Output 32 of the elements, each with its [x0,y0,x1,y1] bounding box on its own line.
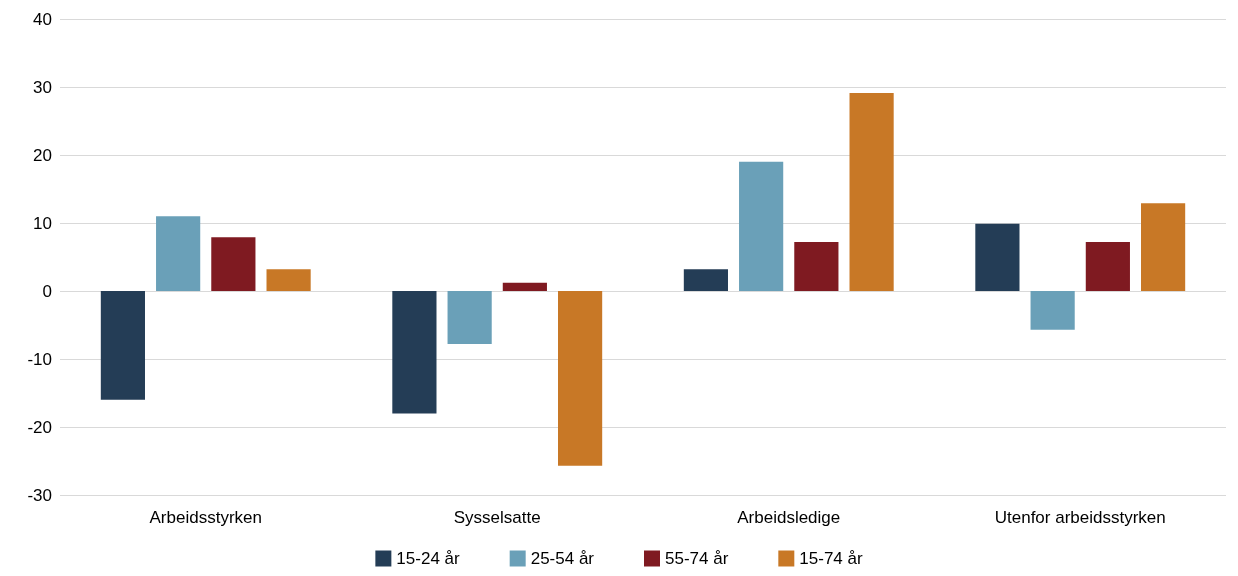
x-tick-label: Utenfor arbeidsstyrken [994,508,1166,527]
x-tick-label: Arbeidsledige [737,508,841,527]
bar [211,237,256,291]
bar [558,291,603,466]
legend-label: 25-54 år [530,549,595,568]
x-tick-label: Arbeidsstyrken [149,508,262,527]
y-tick-label: -20 [27,417,52,437]
bar [1141,203,1186,291]
bar [502,282,547,291]
bar [392,291,437,414]
y-tick-label: 30 [33,77,52,97]
bar [100,291,145,400]
bar [156,216,201,291]
bar [447,291,492,345]
y-tick-label: 10 [33,213,52,233]
bar [975,223,1020,291]
bar [683,269,728,291]
legend-label: 15-24 år [396,549,461,568]
y-tick-label: 20 [33,145,52,165]
bar [266,269,311,291]
bar [849,93,894,291]
y-tick-label: -30 [27,485,52,505]
y-tick-label: -10 [27,349,52,369]
x-tick-label: Sysselsatte [453,508,541,527]
bar [794,242,839,291]
y-tick-label: 0 [42,281,52,301]
legend-label: 15-74 år [799,549,863,568]
bar [739,161,784,291]
y-tick-label: 40 [33,9,52,29]
legend-label: 55-74 år [665,549,729,568]
bar [1085,242,1130,291]
bar [1030,291,1075,330]
